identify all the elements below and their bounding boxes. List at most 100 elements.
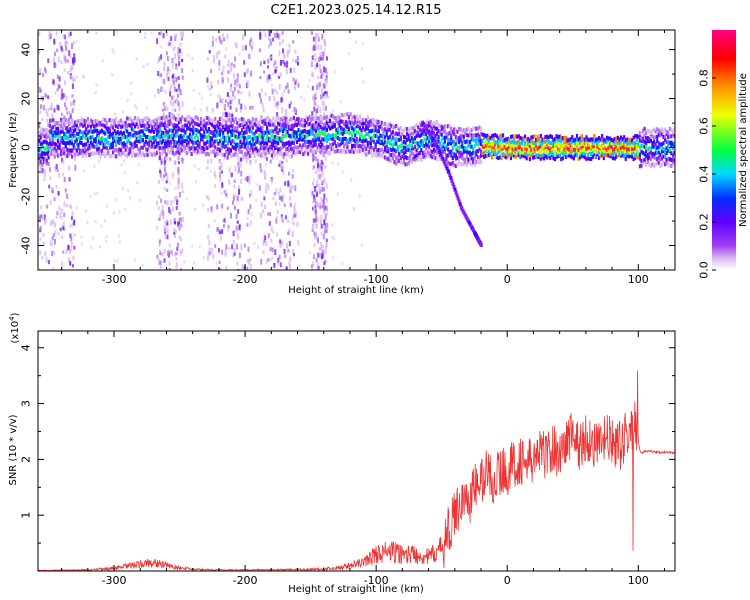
- spectrogram-cell: [291, 117, 294, 122]
- spectrogram-cell: [281, 144, 284, 149]
- spectrogram-cell: [568, 147, 571, 152]
- spectrogram-cell: [314, 204, 317, 209]
- spectrogram-cell: [192, 148, 195, 153]
- spectrogram-cell: [227, 102, 230, 107]
- spectrogram-cell: [417, 141, 420, 146]
- spectrogram-cell: [236, 220, 239, 224]
- spectrogram-cell: [321, 204, 324, 208]
- spectrogram-cell: [77, 152, 80, 157]
- spectrogram-cell: [561, 143, 564, 148]
- spectrogram-cell: [583, 155, 586, 160]
- spectrogram-cell: [575, 153, 579, 158]
- spectrogram-cell: [273, 192, 276, 196]
- spectrogram-cell: [525, 143, 528, 148]
- spectrogram-cell: [212, 55, 215, 61]
- spectrogram-cell: [516, 150, 519, 155]
- spectrogram-x-tick-label: -200: [233, 273, 258, 286]
- spectrogram-cell: [673, 127, 675, 132]
- spectrogram-cell: [360, 128, 363, 133]
- spectrogram-cell: [176, 149, 179, 154]
- spectrogram-cell: [98, 159, 101, 163]
- spectrogram-cell: [371, 135, 374, 140]
- spectrogram-cell: [313, 116, 316, 121]
- spectrogram-cell: [75, 39, 78, 43]
- spectrogram-cell: [335, 149, 338, 154]
- spectrogram-cell: [71, 264, 74, 268]
- spectrogram-cell: [203, 130, 206, 135]
- spectrogram-cell: [170, 95, 173, 100]
- spectrogram-cell: [335, 135, 338, 140]
- spectrogram-cell: [111, 125, 115, 130]
- spectrogram-cell: [72, 40, 75, 45]
- spectrogram-cell: [206, 129, 209, 134]
- spectrogram-cell: [641, 128, 645, 133]
- spectrogram-cell: [211, 107, 214, 113]
- spectrogram-cell: [478, 125, 481, 130]
- spectrogram-cell: [111, 131, 115, 136]
- spectrogram-cell: [421, 143, 424, 148]
- spectrogram-cell: [539, 144, 542, 149]
- spectrogram-cell: [288, 267, 291, 270]
- spectrogram-cell: [157, 134, 160, 139]
- spectrogram-cell: [336, 136, 340, 141]
- spectrogram-cell: [265, 183, 268, 188]
- spectrogram-cell: [144, 147, 148, 152]
- spectrogram-cell: [176, 98, 179, 102]
- spectrogram-cell: [117, 134, 120, 138]
- spectrogram-cell: [200, 96, 203, 100]
- spectrogram-cell: [321, 170, 324, 175]
- spectrogram-cell: [314, 129, 318, 134]
- spectrogram-cell: [516, 134, 519, 139]
- spectrogram-cell: [236, 261, 239, 266]
- spectrogram-cell: [58, 172, 61, 178]
- spectrogram-cell: [177, 52, 180, 56]
- spectrogram-cell: [321, 142, 324, 147]
- spectrogram-x-ticks: -300 -200 -100 0 100: [61, 30, 666, 286]
- spectrogram-cell: [390, 153, 393, 158]
- spectrogram-cell: [535, 153, 538, 158]
- spectrogram-cell: [78, 129, 82, 134]
- spectrogram-cell: [341, 119, 344, 124]
- spectrogram-cell: [586, 146, 590, 151]
- spectrogram-cell: [670, 127, 673, 132]
- spectrogram-cell: [379, 148, 382, 153]
- spectrogram-cell: [234, 151, 237, 156]
- spectrogram-cell: [58, 206, 61, 211]
- spectrogram-cell: [409, 138, 412, 143]
- spectrogram-cell: [429, 124, 432, 129]
- spectrogram-cell: [530, 138, 533, 143]
- spectrogram-cell: [191, 69, 194, 73]
- spectrogram-cell: [179, 133, 182, 138]
- spectrogram-cell: [670, 151, 673, 156]
- spectrogram-cell: [266, 125, 269, 130]
- spectrogram-cell: [221, 98, 224, 104]
- spectrogram-cell: [330, 143, 333, 148]
- spectrogram-cell: [124, 134, 127, 139]
- spectrogram-cell: [174, 46, 177, 50]
- spectrogram-cell: [48, 31, 51, 36]
- spectrogram-cell: [402, 151, 406, 156]
- spectrogram-cell: [498, 134, 502, 139]
- spectrogram-cell: [498, 155, 502, 160]
- spectrogram-cell: [181, 159, 184, 164]
- spectrogram-cell: [512, 153, 516, 158]
- spectrogram-cell: [255, 117, 258, 122]
- spectrogram-cell: [201, 137, 204, 142]
- spectrogram-cell: [525, 137, 528, 142]
- spectrogram-cell: [332, 133, 335, 138]
- spectrogram-cell: [613, 156, 616, 161]
- spectrogram-cell: [387, 123, 390, 128]
- spectrogram-cell: [407, 156, 410, 161]
- spectrogram-cell: [237, 142, 240, 147]
- spectrogram-cell: [265, 156, 268, 161]
- spectrogram-cell: [668, 140, 671, 145]
- spectrogram-cell: [43, 177, 46, 181]
- spectrogram-cell: [285, 158, 288, 163]
- spectrogram-cell: [371, 128, 374, 133]
- spectrogram-cell: [508, 138, 511, 143]
- spectrogram-cell: [312, 181, 315, 186]
- spectrogram-cell: [97, 135, 100, 140]
- spectrogram-cell: [426, 119, 429, 124]
- spectrogram-cell: [618, 150, 621, 155]
- spectrogram-cell: [412, 146, 415, 151]
